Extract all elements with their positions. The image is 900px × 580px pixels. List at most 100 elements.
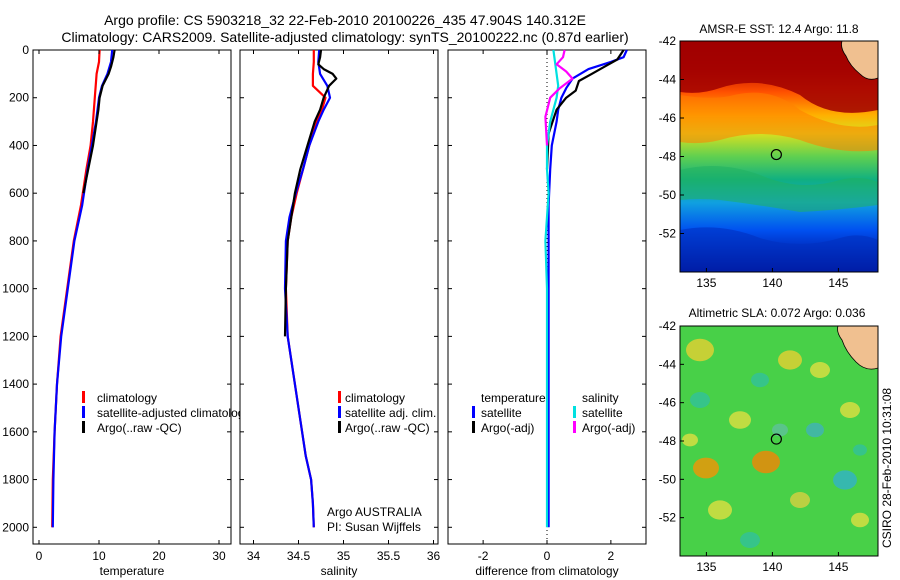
x-tick-label: 20 [152,549,166,563]
legend-swatch-satellite-adjusted [82,406,85,418]
y-tick-label: 0 [22,43,29,57]
sst-map-panel: AMSR-E SST: 12.4 Argo: 11.8 135 140 145 -42… [659,22,879,290]
map-x-tick-label: 145 [828,560,848,574]
sla-blob [853,444,867,456]
x-tick-label: 2 [608,549,615,563]
salinity-panel: 34 34.5 35 35.5 36 salinity climatology sate… [239,49,440,578]
csiro-timestamp: CSIRO 28-Feb-2010 10:31:08 [880,388,894,548]
legend-swatch-sal-argo [573,421,576,433]
sla-blob [690,392,710,408]
map-x-tick-label: 145 [828,276,848,290]
sla-blob [751,372,769,388]
sla-blob [778,350,802,370]
tasmania-land [841,41,878,80]
series-line-2-3 [544,49,574,146]
sla-blob [840,402,860,418]
sla-anomaly-blobs [682,338,869,548]
y-tick-label: 1200 [2,329,29,343]
sst-float-location-marker [770,148,782,161]
x-tick-label: 35.5 [377,549,401,563]
series-line-2-0 [547,49,628,528]
x-tick-label: 0 [544,549,551,563]
sla-blob [833,470,857,490]
legend-swatch-satellite-adj [338,406,341,418]
series-line-1-2 [283,49,338,337]
series-line-0-2 [82,49,116,194]
map-y-tick-label: -48 [659,434,677,448]
sst-green-band [680,166,878,212]
legend-swatch-argo [338,421,341,433]
y-tick-label: 1800 [2,473,29,487]
map-y-tick-label: -48 [659,150,677,164]
legend-label-satellite-adj: satellite adj. clim. [345,406,436,420]
map-x-tick-label: 140 [762,276,782,290]
sla-map-title: Altimetric SLA: 0.072 Argo: 0.036 [689,306,866,320]
temperature-legend: climatology satellite-adjusted climatolo… [82,391,250,435]
map-x-tick-label: 135 [696,560,716,574]
map-y-tick-label: -42 [659,319,677,333]
sla-blob [790,492,810,508]
sla-blob [682,433,698,447]
difference-axis-label: difference from climatology [475,564,618,578]
legend-swatch-temp-satellite [472,406,475,418]
sst-map-title: AMSR-E SST: 12.4 Argo: 11.8 [699,22,859,36]
sla-blob [851,512,869,528]
sla-blob [810,362,830,378]
sla-float-location-marker [770,433,782,445]
x-tick-label: 0 [36,549,43,563]
difference-panel: -2 0 2 difference from climatology tempera… [447,49,647,578]
legend-swatch-argo [82,421,85,433]
map-y-tick-label: -46 [659,111,677,125]
header-line-1: Argo profile: CS 5903218_32 22-Feb-2010 … [104,12,586,28]
legend-label-sal-argo: Argo(-adj) [582,421,635,435]
pi-label: PI: Susan Wijffels [327,520,421,534]
sla-blob [740,532,760,548]
legend-label-temp-satellite: satellite [481,406,522,420]
temperature-plot-frame [32,49,232,545]
legend-swatch-climatology [82,391,85,403]
map-y-tick-label: -42 [659,34,677,48]
x-tick-label: 34 [247,549,261,563]
sla-blob [752,450,780,474]
x-tick-label: -2 [478,549,489,563]
y-tick-label: 400 [9,138,29,152]
sst-cold-band [680,227,878,272]
x-tick-label: 34.5 [287,549,311,563]
sla-blob [806,422,824,438]
sla-blob [772,423,788,437]
legend-label-climatology: climatology [97,391,157,405]
y-tick-label: 600 [9,186,29,200]
salinity-plot-frame [239,49,439,545]
map-y-tick-label: -50 [659,472,677,486]
legend-label-sal-satellite: satellite [582,406,623,420]
x-tick-label: 35 [337,549,351,563]
sla-blob [708,500,732,520]
legend-label-argo: Argo(..raw -QC) [345,421,430,435]
map-y-tick-label: -46 [659,396,677,410]
y-tick-label: 1600 [2,425,29,439]
legend-swatch-climatology [338,391,341,403]
y-tick-label: 1000 [2,282,29,296]
legend-swatch-sal-satellite [573,406,576,418]
tasmania-land [837,326,878,370]
map-x-tick-label: 135 [696,276,716,290]
salinity-legend: climatology satellite adj. clim. Argo(..… [338,391,436,435]
sla-blob [693,457,719,479]
legend-title-salinity: salinity [582,391,619,405]
map-y-tick-label: -44 [659,357,677,371]
y-tick-label: 200 [9,91,29,105]
legend-label-temp-argo: Argo(-adj) [481,421,534,435]
temperature-axis-label: temperature [100,564,165,578]
legend-label-argo: Argo(..raw -QC) [97,421,182,435]
map-y-tick-label: -52 [659,511,677,525]
x-tick-label: 10 [92,549,106,563]
difference-legend: temperature salinity satellite Argo(-adj… [472,391,635,435]
sst-orange-band [680,92,878,152]
map-y-tick-label: -44 [659,73,677,87]
salinity-axis-label: salinity [321,564,358,578]
header-line-2: Climatology: CARS2009. Satellite-adjuste… [61,29,628,45]
sst-warm-band [680,41,878,113]
series-line-2-1 [545,49,625,170]
legend-label-satellite-adjusted: satellite-adjusted climatology [97,406,250,420]
